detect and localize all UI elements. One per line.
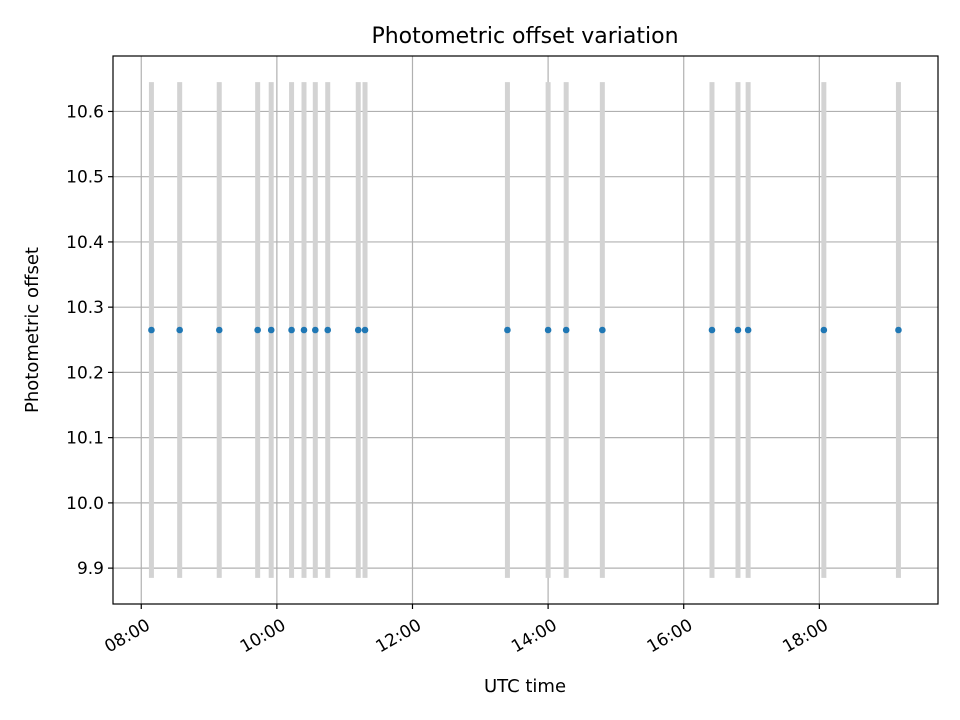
x-axis-label: UTC time [484,676,566,697]
y-tick-label: 9.9 [77,559,104,579]
data-point [254,326,261,334]
y-tick-label: 10.0 [66,494,104,514]
y-tick-label: 10.4 [66,233,104,253]
data-point [895,326,902,334]
y-tick-label: 10.2 [66,363,104,383]
y-tick-label: 10.5 [66,168,104,188]
data-point [148,326,155,334]
data-points [148,326,902,334]
data-point [361,326,369,334]
data-point [734,326,742,334]
data-point [504,326,511,334]
data-point [311,326,319,334]
data-point [544,326,552,334]
data-point [354,326,362,334]
data-point [176,326,183,334]
data-point [820,326,828,334]
data-point [324,326,332,334]
y-tick-label: 10.3 [66,298,104,318]
data-point [267,326,275,334]
y-axis-label: Photometric offset [22,247,43,413]
data-point [215,326,223,334]
plot-frame [112,55,939,605]
data-point [288,326,295,334]
data-point [744,326,752,334]
y-axis-ticks: 9.9 10.0 10.1 10.2 10.3 10.4 10.5 10.6 [66,102,113,579]
data-point [599,326,606,334]
grid [113,56,938,604]
y-tick-label: 10.1 [66,429,104,449]
data-point [708,326,716,334]
data-point [300,326,308,334]
chart-title: Photometric offset variation [371,24,678,49]
y-tick-label: 10.6 [66,102,104,122]
data-point [562,326,570,334]
